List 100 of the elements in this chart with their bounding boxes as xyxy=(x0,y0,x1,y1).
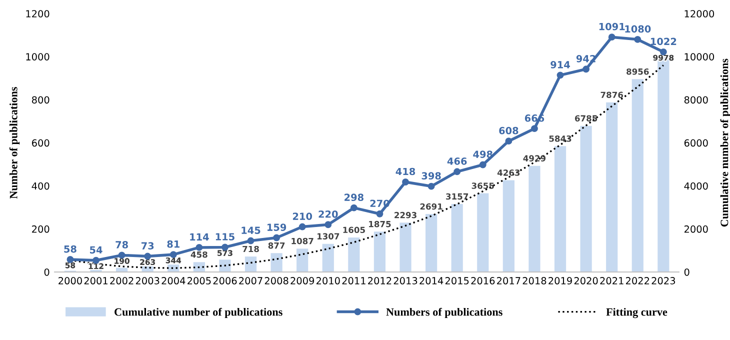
bar xyxy=(632,79,644,272)
bar xyxy=(528,166,540,272)
bar xyxy=(270,253,282,272)
y2-tick-label: 4000 xyxy=(684,182,708,190)
bar xyxy=(477,193,489,272)
y2-tick-label: 8000 xyxy=(684,96,708,104)
x-tick-label: 2001 xyxy=(84,277,108,284)
bar xyxy=(244,256,257,272)
x-tick-label: 2008 xyxy=(264,277,288,284)
point xyxy=(350,204,358,212)
y-tick-label: 400 xyxy=(32,182,50,190)
data-label: 5843 xyxy=(549,135,572,142)
point xyxy=(530,125,538,132)
data-label: 145 xyxy=(242,226,260,234)
bar xyxy=(322,244,334,272)
x-tick-label: 2015 xyxy=(445,277,469,284)
data-label: 1091 xyxy=(599,22,625,30)
bar xyxy=(348,237,360,272)
y-tick-label: 600 xyxy=(32,139,50,147)
legend-label: Fitting curve xyxy=(606,308,668,318)
x-tick-label: 2020 xyxy=(574,277,598,284)
data-label: 608 xyxy=(499,126,518,134)
x-tick-label: 2022 xyxy=(626,277,650,284)
data-label: 115 xyxy=(216,233,234,240)
point xyxy=(454,168,461,176)
data-label: 877 xyxy=(268,242,285,249)
x-tick-label: 2021 xyxy=(600,277,624,284)
y2-tick-label: 0 xyxy=(684,268,690,276)
data-label: 54 xyxy=(90,246,102,254)
x-tick-label: 2017 xyxy=(497,277,520,284)
data-label: 458 xyxy=(190,251,208,258)
data-label: 210 xyxy=(292,212,312,220)
x-tick-label: 2013 xyxy=(394,277,418,284)
x-tick-label: 2006 xyxy=(213,277,237,284)
point xyxy=(273,234,280,242)
data-label: 73 xyxy=(141,242,154,250)
x-tick-label: 2002 xyxy=(110,277,134,284)
bar xyxy=(400,222,412,272)
legend-label: Numbers of publications xyxy=(386,308,502,318)
x-tick-label: 2014 xyxy=(420,277,444,284)
y2-tick-label: 6000 xyxy=(684,139,708,147)
x-tick-label: 2011 xyxy=(342,277,366,284)
point xyxy=(479,161,486,168)
point xyxy=(582,66,590,73)
point xyxy=(298,223,306,230)
bar xyxy=(426,214,438,272)
point xyxy=(556,72,564,79)
data-label: 81 xyxy=(167,240,180,248)
point xyxy=(634,36,642,43)
y2-tick-label: 2000 xyxy=(684,225,708,233)
x-tick-label: 2019 xyxy=(548,277,572,284)
point xyxy=(505,138,512,145)
data-label: 718 xyxy=(242,246,259,252)
y-tick-label: 0 xyxy=(44,268,50,276)
data-label: 3157 xyxy=(446,193,468,200)
y-tick-label: 800 xyxy=(32,96,50,104)
data-label: 159 xyxy=(268,224,286,231)
data-label: 1080 xyxy=(625,25,651,33)
data-label: 418 xyxy=(396,168,416,176)
data-label: 114 xyxy=(190,233,209,241)
data-label: 466 xyxy=(447,158,467,165)
y2-tick-label: 12000 xyxy=(684,10,714,18)
data-label: 398 xyxy=(422,172,441,180)
x-tick-label: 2016 xyxy=(471,277,495,284)
y2-tick-label: 10000 xyxy=(684,53,714,60)
x-tick-label: 2007 xyxy=(239,277,262,284)
x-tick-label: 2004 xyxy=(162,277,186,284)
data-label: 1875 xyxy=(369,220,391,228)
data-label: 58 xyxy=(64,245,76,253)
point xyxy=(608,34,616,41)
data-label: 1307 xyxy=(317,233,340,240)
point xyxy=(376,210,384,218)
y-tick-label: 1200 xyxy=(26,10,50,18)
bar xyxy=(554,146,566,272)
x-tick-label: 2000 xyxy=(58,277,82,284)
data-label: 2293 xyxy=(394,212,416,218)
y-axis-title: Number of publications xyxy=(9,86,20,199)
y2-axis-title: Cumulative number of publications xyxy=(720,58,730,227)
x-tick-label: 2003 xyxy=(136,277,160,284)
data-label: 8956 xyxy=(626,68,649,75)
legend-label: Cumulative number of publications xyxy=(114,308,282,318)
data-label: 298 xyxy=(344,194,364,202)
point xyxy=(196,244,203,251)
x-tick-label: 2018 xyxy=(522,277,546,284)
data-label: 6785 xyxy=(574,115,598,122)
data-label: 4263 xyxy=(497,170,520,176)
bar xyxy=(296,248,308,272)
x-tick-label: 2010 xyxy=(316,277,340,284)
bar xyxy=(219,260,231,272)
point xyxy=(428,182,435,190)
data-label: 4929 xyxy=(523,155,546,162)
data-label: 220 xyxy=(318,210,338,218)
bar xyxy=(374,232,386,272)
bar xyxy=(451,204,463,272)
data-label: 3655 xyxy=(472,182,494,189)
data-label: 1022 xyxy=(650,38,676,46)
data-label: 1087 xyxy=(292,238,314,244)
point xyxy=(247,237,254,244)
data-label: 7876 xyxy=(600,92,623,98)
data-label: 1605 xyxy=(343,226,365,234)
